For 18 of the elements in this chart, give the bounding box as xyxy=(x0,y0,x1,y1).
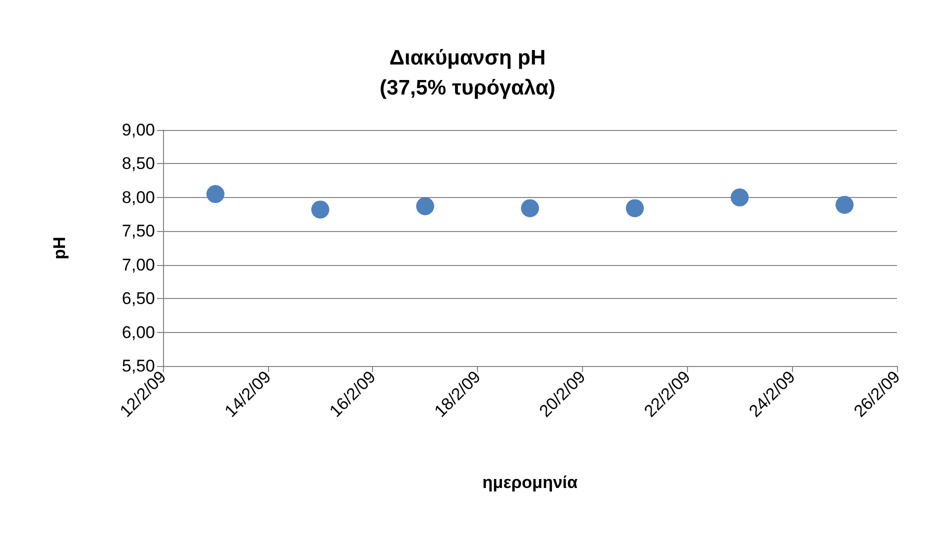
y-axis-title: pH xyxy=(50,236,69,260)
point xyxy=(521,199,539,218)
point xyxy=(730,188,749,206)
y-tick-label: 6,00 xyxy=(122,322,155,342)
point xyxy=(836,196,854,214)
point xyxy=(626,199,644,218)
y-tick-label: 6,50 xyxy=(122,289,155,308)
point xyxy=(206,185,224,204)
y-tick-label: 7,00 xyxy=(122,255,155,274)
point xyxy=(311,200,330,219)
x-axis-title: ημερομηνία xyxy=(482,473,578,492)
y-tick-label: 5,50 xyxy=(122,356,155,376)
chart-title: Διακύμανση pH (37,5% τυρόγαλα) xyxy=(380,46,556,100)
y-tick-label: 8,00 xyxy=(122,188,155,207)
y-tick-label: 9,00 xyxy=(122,120,155,140)
y-tick-label: 7,50 xyxy=(122,222,155,241)
y-tick-label: 8,50 xyxy=(122,154,155,174)
point xyxy=(416,197,434,216)
